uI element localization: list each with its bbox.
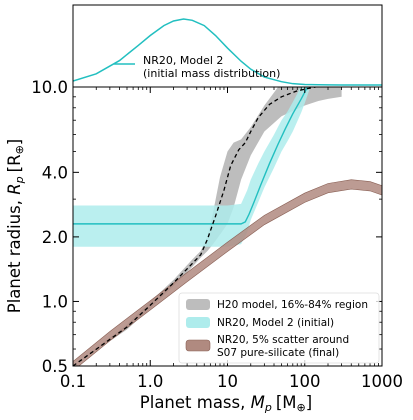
x-ticks: 0.1 1.0 10 100 1000 xyxy=(60,87,403,391)
top-panel: NR20, Model 2 (initial mass distribution… xyxy=(72,4,383,88)
x-tick-label: 10 xyxy=(217,372,238,391)
y-tick-label: 1.0 xyxy=(42,292,68,311)
top-distribution-line xyxy=(73,18,382,86)
legend-swatch-h20 xyxy=(186,299,210,310)
top-legend: NR20, Model 2 (initial mass distribution… xyxy=(114,54,280,80)
legend-swatch-s07-final xyxy=(185,339,211,352)
main-legend-box xyxy=(178,292,380,364)
x-tick-label: 100 xyxy=(289,372,321,391)
main-legend: H20 model, 16%-84% region NR20, Model 2 … xyxy=(178,292,380,364)
x-tick-label: 1000 xyxy=(361,372,403,391)
top-legend-label-1: NR20, Model 2 xyxy=(143,54,223,67)
y-axis-label: Planet radius, Rp[R⊕] xyxy=(5,139,26,313)
y-tick-label: 0.5 xyxy=(42,357,68,376)
legend-label-s07-line1: NR20, 5% scatter around xyxy=(217,334,349,346)
y-tick-label: 4.0 xyxy=(42,163,68,182)
legend-label-h20: H20 model, 16%-84% region xyxy=(217,299,368,311)
x-axis-label: Planet mass, Mp [M⊕] xyxy=(140,393,312,414)
y-tick-label: 10.0 xyxy=(31,78,68,97)
x-tick-label: 1.0 xyxy=(137,372,163,391)
top-legend-label-2: (initial mass distribution) xyxy=(143,67,280,80)
y-ticks: 0.5 1.0 2.0 4.0 10.0 xyxy=(31,78,382,376)
legend-label-nr20-initial: NR20, Model 2 (initial) xyxy=(217,317,334,329)
x-tick-label: 0.1 xyxy=(60,372,86,391)
y-tick-label: 2.0 xyxy=(42,228,68,247)
nr20-initial-line xyxy=(73,87,309,225)
main-panel: 0.1 1.0 10 100 1000 0.5 1.0 2.0 4.0 10.0 H20 mod… xyxy=(5,78,403,414)
legend-swatch-nr20-initial xyxy=(186,317,210,328)
legend-label-s07-line2: S07 pure-silicate (final) xyxy=(217,347,339,359)
nr20-initial-band xyxy=(73,87,311,247)
s07-final-band xyxy=(73,179,382,366)
